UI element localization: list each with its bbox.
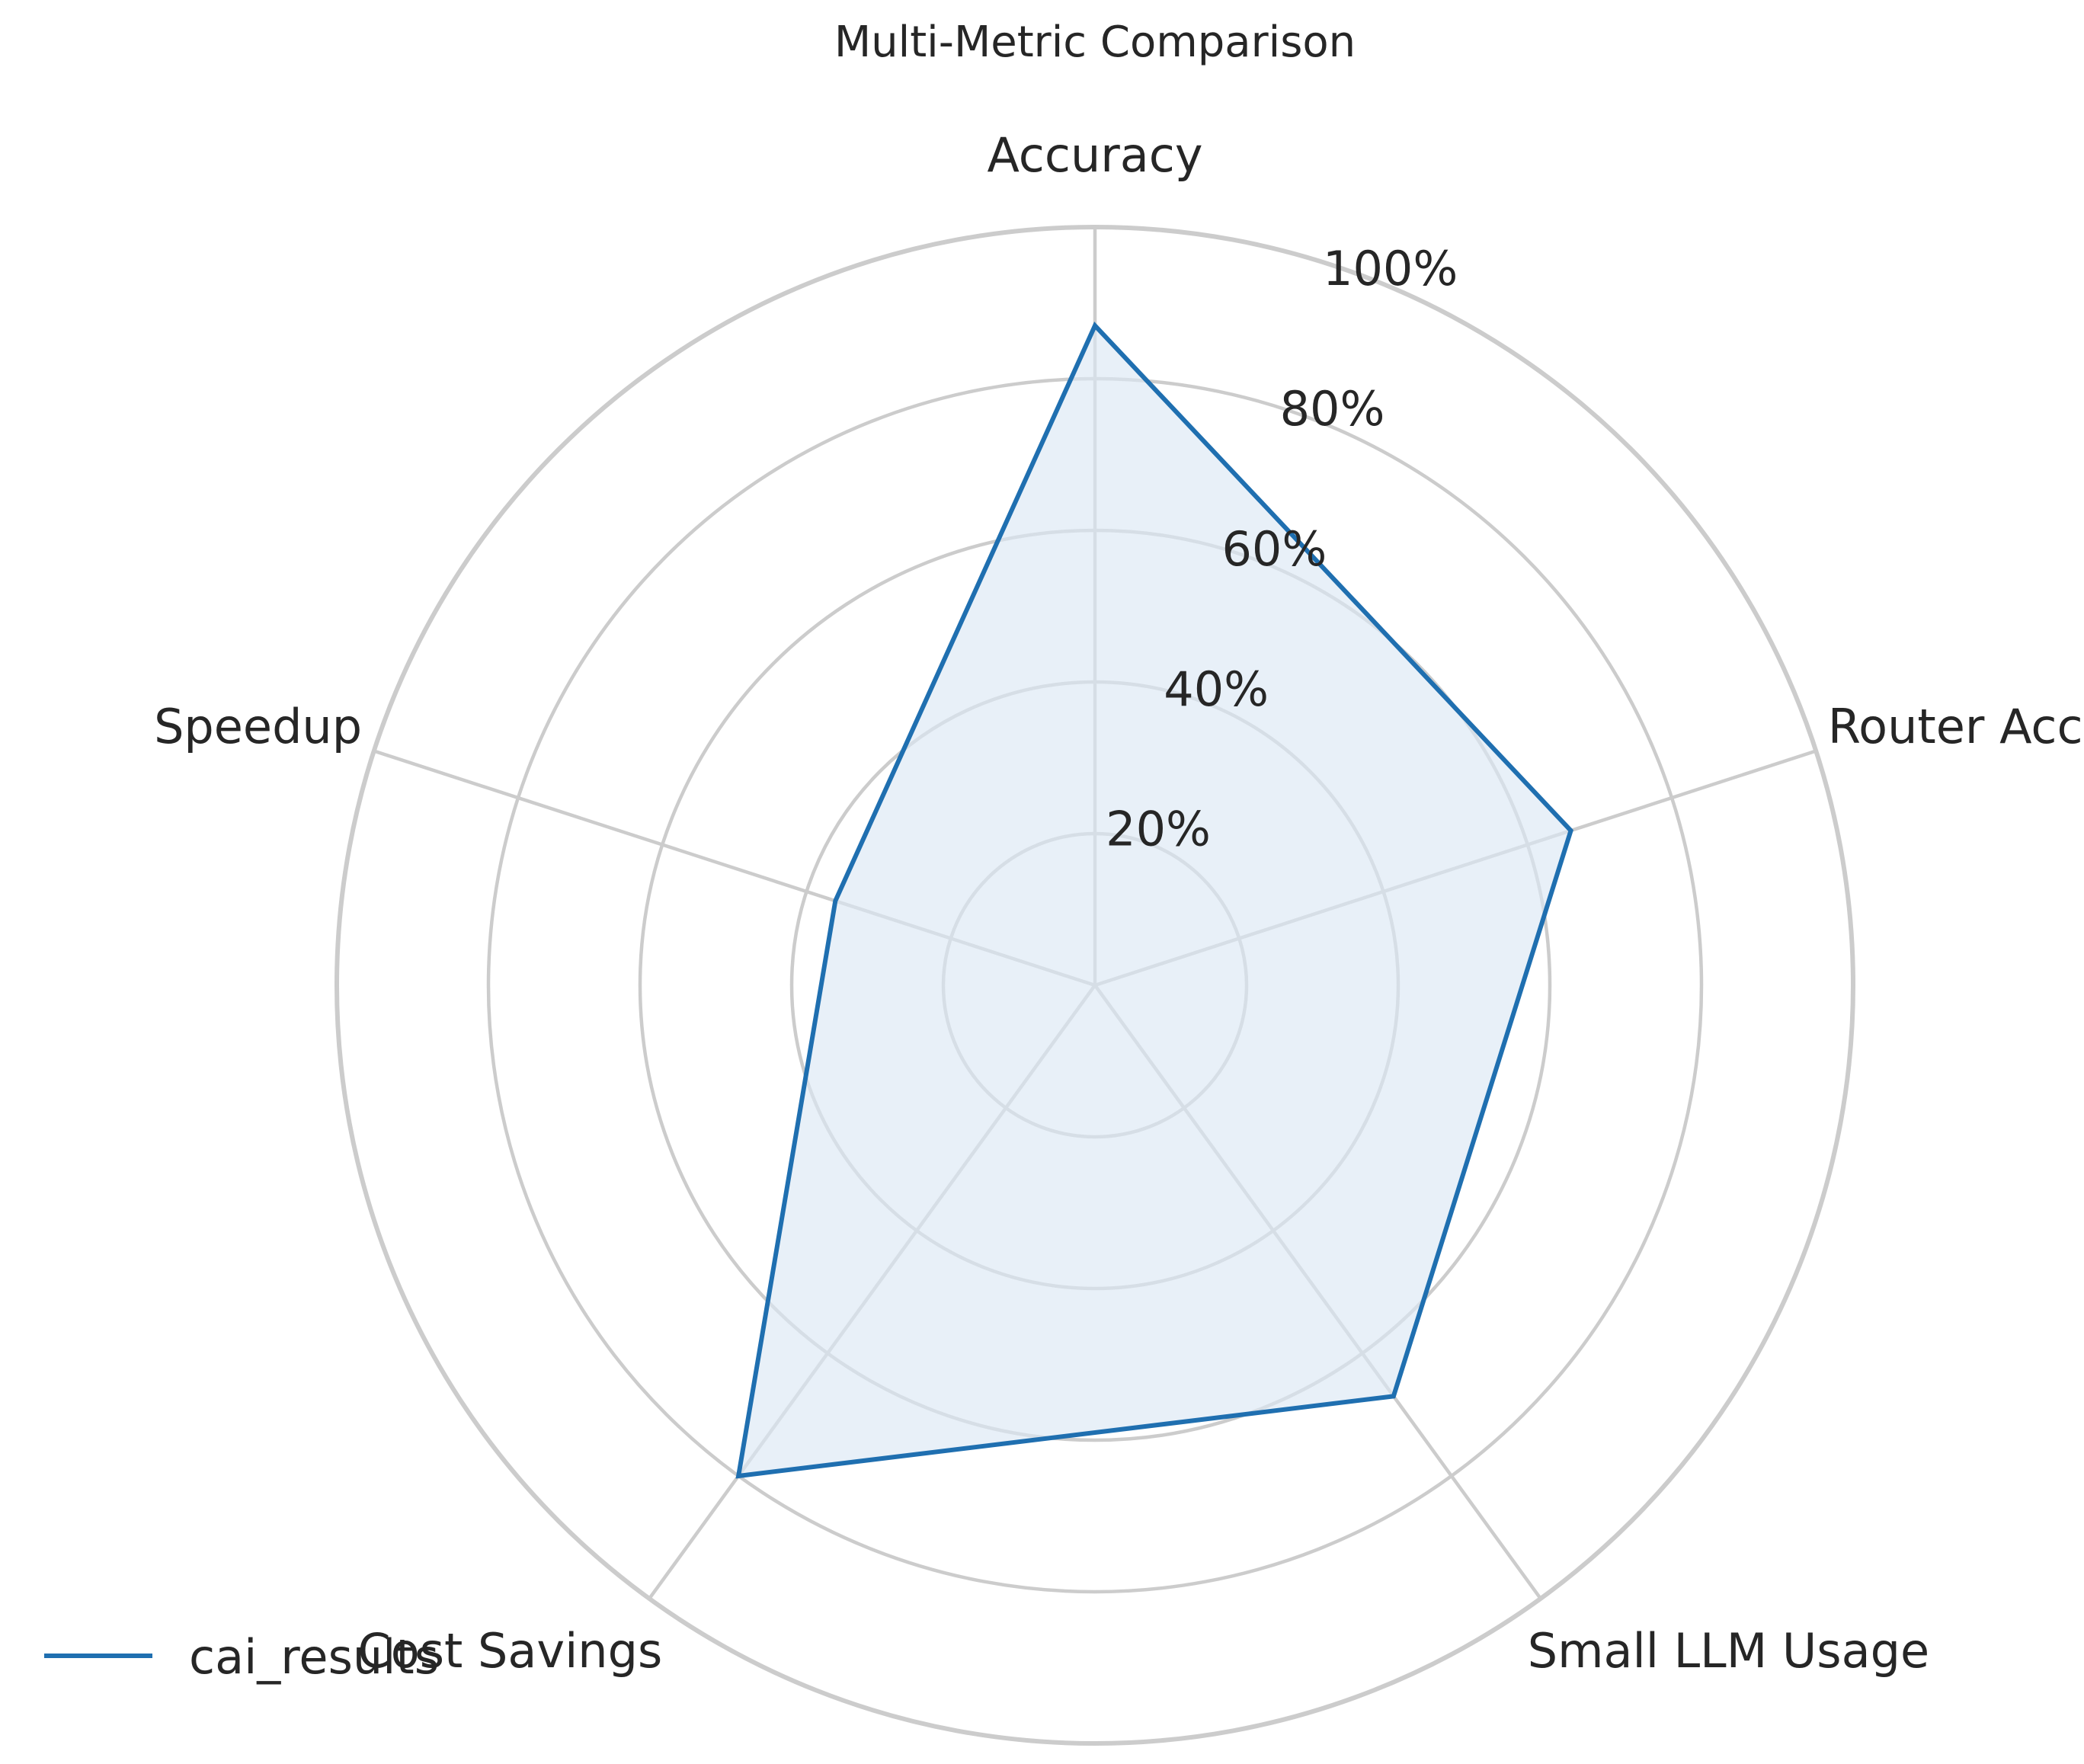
data-point-accuracy [1094,325,1096,327]
axis-label-cost-savings: Cost Savings [357,1623,662,1679]
label-layer: 20% 40% 60% 80% 100% Accuracy Router Accuracy S… [154,127,2084,1679]
axis-label-speedup: Speedup [154,699,362,754]
axis-label-accuracy: Accuracy [987,127,1202,183]
r-tick-label: 100% [1323,241,1458,296]
series-line [735,322,1573,1479]
data-point-small-llm-usage [1392,1395,1394,1397]
legend-label: cai_results [189,1629,439,1685]
axis-label-small-llm-usage: Small LLM Usage [1528,1623,1929,1679]
data-layer [735,322,1573,1479]
data-point-cost-savings [738,1474,740,1477]
axis-label-router-accuracy: Router Accuracy [1828,699,2084,754]
data-point-router-accuracy [1570,830,1572,832]
series-area [738,325,1571,1476]
chart-title: Multi-Metric Comparison [834,18,1356,67]
data-point-speedup [834,900,837,902]
legend: cai_results [44,1629,439,1685]
r-tick-label: 80% [1280,381,1385,437]
r-tick-label: 20% [1106,802,1211,857]
r-tick-label: 40% [1164,661,1269,717]
r-tick-label: 60% [1221,521,1327,577]
